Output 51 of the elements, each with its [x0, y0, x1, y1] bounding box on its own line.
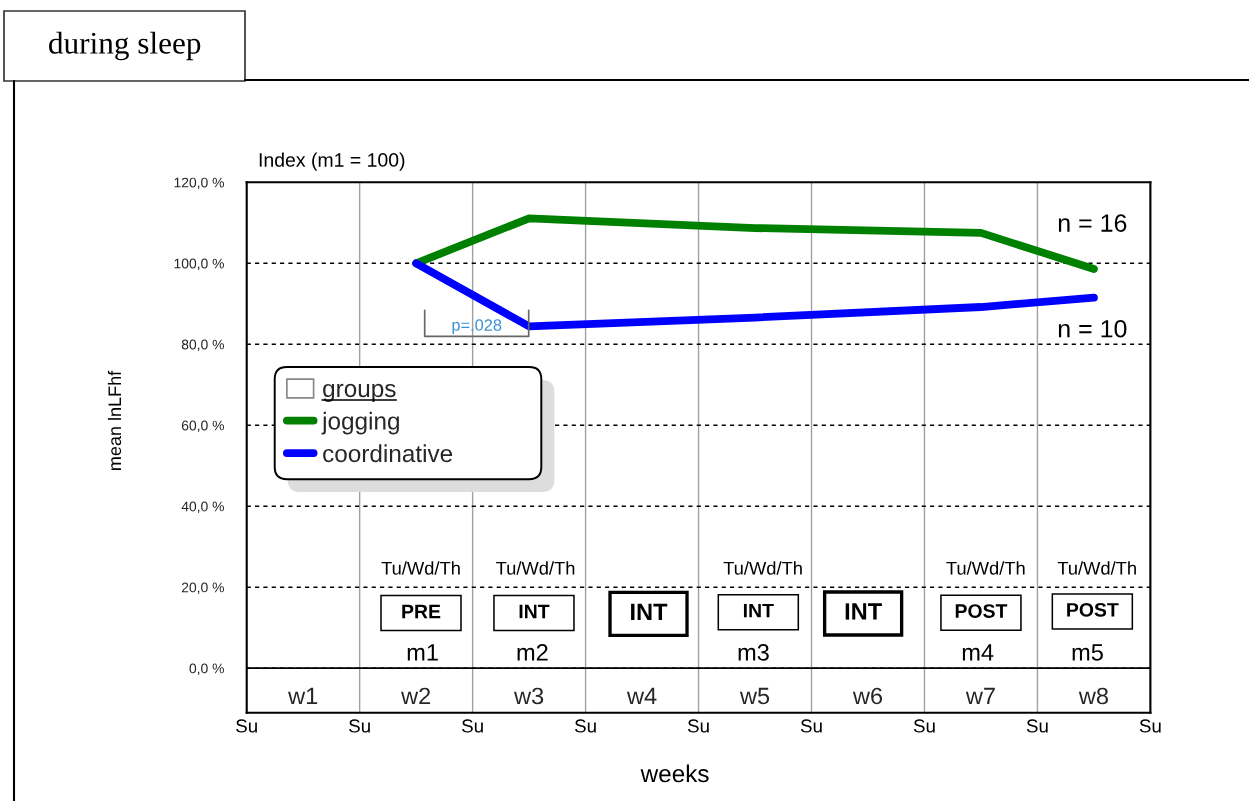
legend-label: jogging — [321, 411, 399, 435]
annotation: m5 — [1072, 644, 1103, 661]
annotation: Tu/Wd/Th — [946, 561, 1025, 575]
x-tick-label: w1 — [288, 687, 318, 705]
y-axis-title: mean lnLFhf — [107, 370, 122, 470]
y-tick-label: 20,0 % — [181, 582, 224, 594]
legend-label: coordinative — [323, 444, 453, 463]
text: Su — [1139, 719, 1161, 733]
annotation: Tu/Wd/Th — [1057, 561, 1136, 575]
annotation: Tu/Wd/Th — [496, 561, 575, 575]
annotation: Tu/Wd/Th — [381, 561, 460, 575]
y-tick-label: 80,0 % — [181, 339, 224, 352]
annotation: m3 — [738, 644, 769, 661]
annotation: INT — [631, 603, 668, 621]
y-tick-label: 100,0 % — [174, 258, 224, 271]
text: Su — [913, 719, 935, 733]
x-axis-title: weeks — [640, 764, 709, 783]
text: Su — [462, 719, 483, 733]
y-tick-label: 0,0 % — [189, 663, 224, 675]
text: Su — [800, 719, 822, 733]
annotation: n = 10 — [1058, 319, 1127, 338]
text: Su — [687, 719, 709, 733]
text: Su — [349, 719, 370, 733]
annotation: INT — [743, 603, 774, 618]
x-tick-label: w8 — [1078, 687, 1108, 705]
annotation: m2 — [517, 644, 548, 661]
text: Su — [236, 719, 257, 733]
x-tick-label: w2 — [401, 687, 431, 705]
annotation: POST — [955, 604, 1008, 618]
chart-subtitle: Index (m1 = 100) — [259, 152, 405, 171]
annotation: m1 — [407, 644, 438, 661]
annotation: INT — [519, 604, 550, 619]
chart-title: during sleep — [49, 31, 201, 61]
text: Su — [574, 719, 596, 733]
x-tick-label: w6 — [852, 687, 883, 705]
y-tick-label: 40,0 % — [181, 501, 224, 514]
annotation: n = 16 — [1058, 214, 1127, 232]
x-tick-label: w7 — [965, 687, 995, 705]
text: Su — [1026, 719, 1048, 733]
legend-title: groups — [323, 383, 396, 402]
annotation: Tu/Wd/Th — [723, 561, 802, 575]
x-tick-label: w4 — [626, 687, 657, 705]
annotation: p=.028 — [452, 319, 502, 335]
annotation: POST — [1067, 602, 1119, 617]
y-tick-label: 60,0 % — [181, 420, 224, 433]
x-tick-label: w3 — [513, 687, 544, 705]
annotation: m4 — [962, 644, 994, 661]
x-tick-label: w5 — [739, 687, 770, 705]
annotation: PRE — [402, 604, 441, 619]
annotation: INT — [845, 603, 882, 620]
y-tick-label: 120,0 % — [174, 177, 224, 190]
